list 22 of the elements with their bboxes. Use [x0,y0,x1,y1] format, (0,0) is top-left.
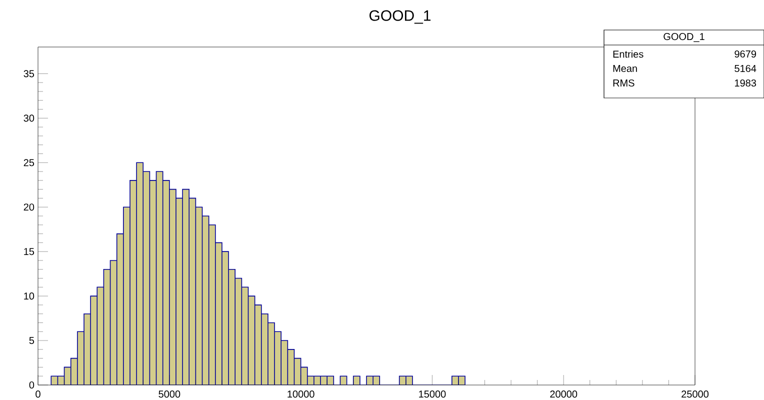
y-tick-label: 35 [24,70,34,78]
text: 9679 [734,50,756,58]
annotation: Entries [613,50,644,58]
x-tick-label: 5000 [158,390,180,398]
text: 5164 [734,64,756,72]
x-tick-label: 20000 [550,390,578,398]
y-tick-label: 20 [24,204,34,211]
y-tick-label: 10 [24,292,34,300]
y-tick-label: 30 [24,114,34,122]
text: GOOD_1 [664,33,704,42]
annotation: Mean [613,65,637,72]
chart-title: GOOD_1 [369,10,431,24]
x-tick-label: 0 [36,390,40,398]
y-tick-label: 0 [29,381,34,389]
y-tick-label: 25 [24,159,34,166]
text: 1983 [734,79,756,87]
y-tick-label: 5 [29,337,34,344]
x-tick-label: 10000 [288,390,314,398]
y-tick-label: 15 [24,248,34,256]
annotation: RMS [613,79,634,87]
x-tick-label: 25000 [682,390,709,398]
x-tick-label: 15000 [419,390,446,398]
